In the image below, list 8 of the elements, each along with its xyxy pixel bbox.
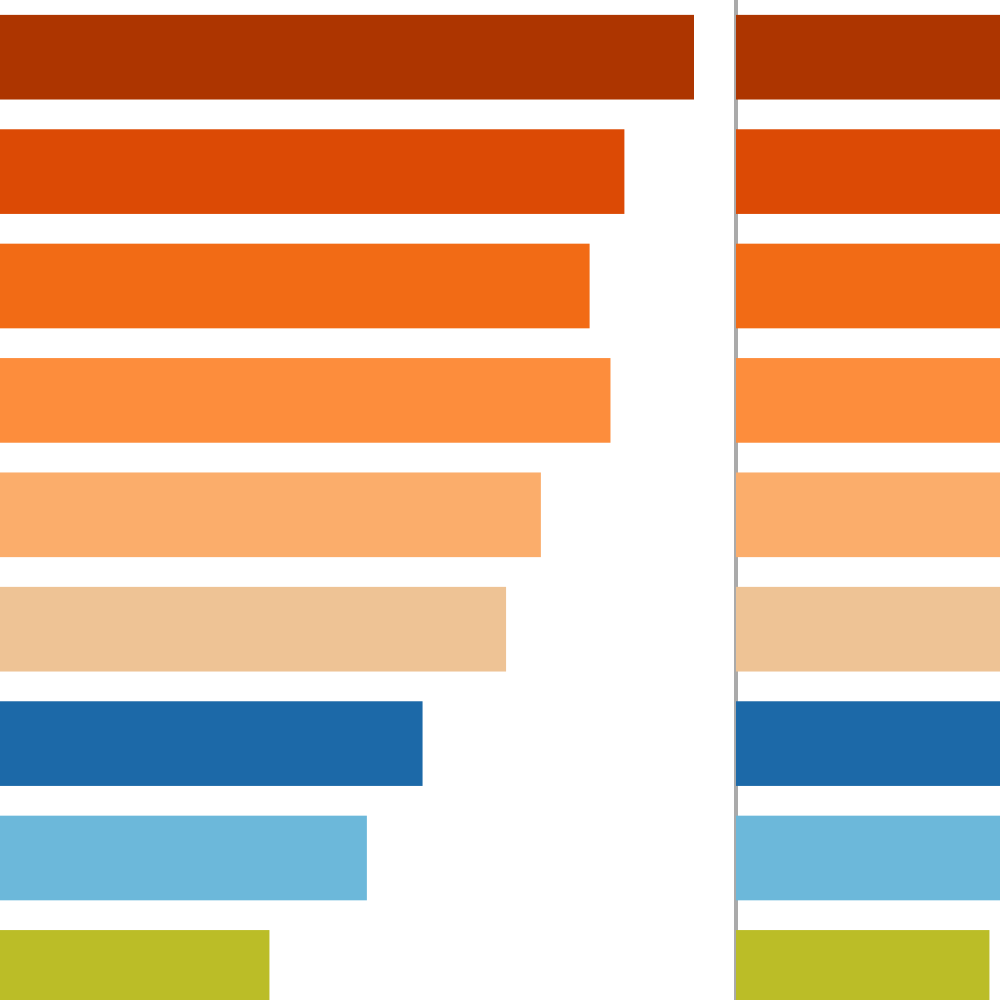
bar xyxy=(0,701,423,786)
bar xyxy=(0,586,507,672)
bar xyxy=(0,129,625,214)
bar xyxy=(0,243,590,329)
bar xyxy=(0,472,541,558)
bar xyxy=(0,14,694,100)
bar xyxy=(0,815,367,901)
bar xyxy=(0,358,611,443)
